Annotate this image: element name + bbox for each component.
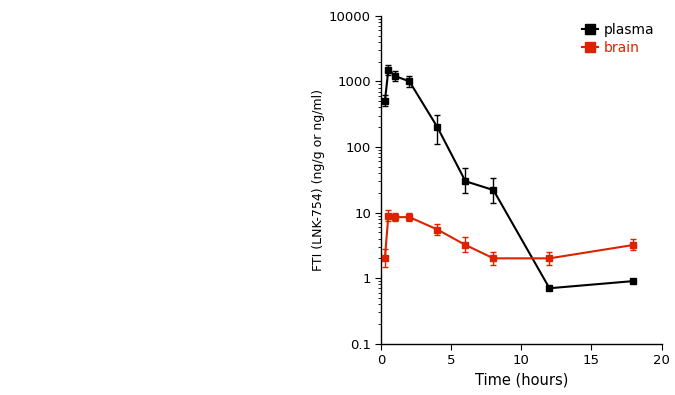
X-axis label: Time (hours): Time (hours) xyxy=(475,372,568,387)
Legend: plasma, brain: plasma, brain xyxy=(582,23,655,55)
Y-axis label: FTI (LNK-754) (ng/g or ng/ml): FTI (LNK-754) (ng/g or ng/ml) xyxy=(312,89,325,271)
